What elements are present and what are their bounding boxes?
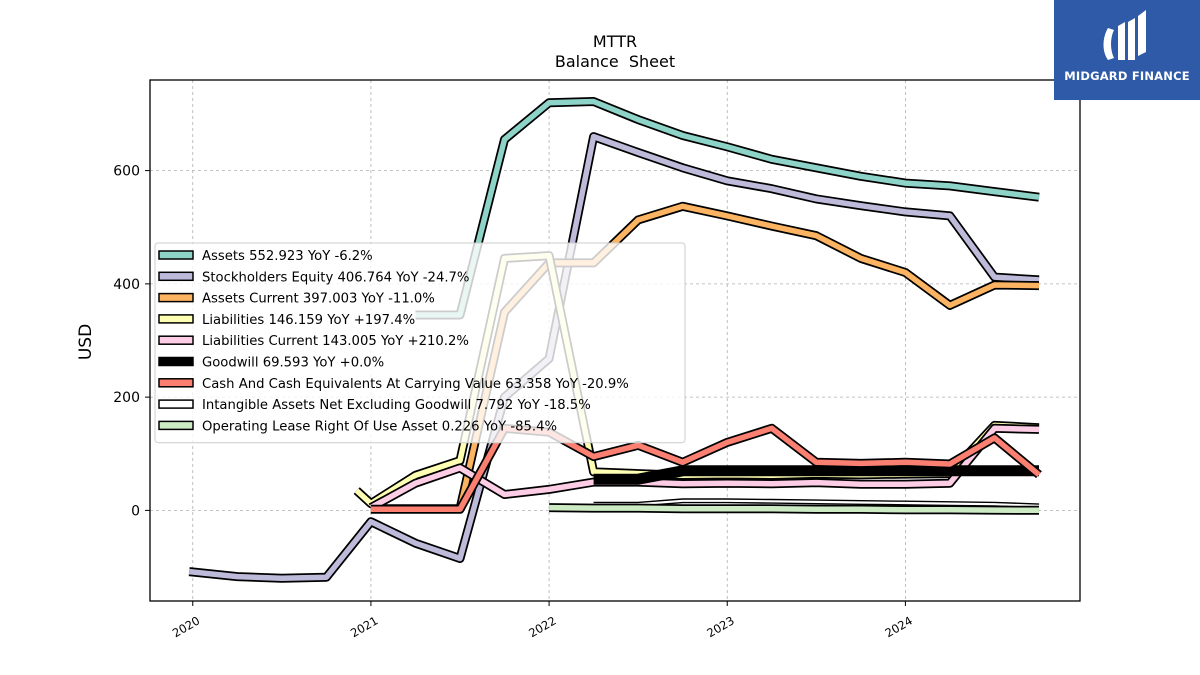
series-goodwill (593, 465, 1039, 485)
series-intangible-assets-net-excluding-goodwill (593, 498, 1040, 509)
series-line (593, 499, 1040, 507)
legend-swatch (158, 378, 194, 388)
legend-item: Goodwill 69.593 YoY +0.0% (158, 356, 384, 371)
legend-swatch (158, 356, 194, 367)
legend-swatch (158, 399, 194, 409)
legend-item: Assets 552.923 YoY -6.2% (158, 249, 373, 264)
y-axis-label: USD (76, 324, 96, 360)
legend-item: Operating Lease Right Of Use Asset 0.226… (158, 419, 557, 434)
legend-label: Stockholders Equity 406.764 YoY -24.7% (202, 270, 469, 285)
series-liabilities-current (368, 423, 1040, 512)
legend-item: Assets Current 397.003 YoY -11.0% (158, 292, 435, 307)
series-lines (188, 97, 1042, 583)
legend-swatch (158, 271, 194, 282)
midgard-finance-logo: MIDGARD FINANCE (1054, 0, 1200, 100)
chart-subtitle: Balance Sheet (555, 52, 675, 71)
series-line (549, 504, 1040, 514)
plot-frame (149, 79, 1081, 602)
series-line (188, 133, 1040, 582)
legend-label: Liabilities 146.159 YoY +197.4% (202, 313, 415, 328)
series-cash-and-cash-equivalents-at-carrying-value (370, 423, 1042, 514)
legend-item: Stockholders Equity 406.764 YoY -24.7% (158, 270, 469, 285)
x-tick-label: 2023 (704, 613, 736, 640)
legend-label: Goodwill 69.593 YoY +0.0% (202, 356, 384, 371)
legend-label: Intangible Assets Net Excluding Goodwill… (202, 398, 591, 413)
legend-swatch (158, 250, 194, 260)
x-tick-label: 2022 (526, 613, 558, 640)
y-tick-label: 0 (131, 503, 140, 519)
series-line (593, 465, 1039, 485)
axes: 0 200 400 600 2020 2021 2022 2023 2024 (113, 164, 915, 641)
legend-label: Cash And Cash Equivalents At Carrying Va… (202, 377, 629, 392)
legend-box (154, 242, 686, 444)
series-operating-lease-right-of-use-asset (549, 503, 1040, 515)
legend-label: Assets Current 397.003 YoY -11.0% (202, 292, 435, 307)
series-stockholders-equity (188, 132, 1040, 583)
logo-mark-icon (1103, 10, 1146, 60)
x-tick-label: 2024 (883, 613, 915, 640)
y-tick-label: 200 (113, 390, 140, 406)
x-tick-label: 2021 (348, 613, 380, 640)
logo-text: MIDGARD FINANCE (1064, 69, 1190, 83)
legend-item: Liabilities 146.159 YoY +197.4% (158, 313, 415, 328)
series-assets (415, 97, 1040, 320)
y-tick-label: 400 (113, 277, 140, 293)
legend-item: Cash And Cash Equivalents At Carrying Va… (158, 377, 629, 392)
legend: Assets 552.923 YoY -6.2% Stockholders Equ… (154, 242, 686, 444)
legend-item: Intangible Assets Net Excluding Goodwill… (158, 398, 591, 413)
series-line (370, 425, 1041, 513)
legend-label: Liabilities Current 143.005 YoY +210.2% (202, 334, 469, 349)
legend-swatch (158, 335, 194, 345)
legend-item: Liabilities Current 143.005 YoY +210.2% (158, 334, 469, 349)
series-line (415, 98, 1040, 318)
legend-swatch (158, 420, 194, 431)
x-tick-label: 2020 (170, 613, 202, 640)
y-tick-label: 600 (113, 164, 140, 180)
chart-title: MTTR (593, 32, 637, 51)
legend-swatch (158, 314, 194, 324)
legend-label: Operating Lease Right Of Use Asset 0.226… (202, 419, 557, 434)
legend-swatch (158, 292, 194, 303)
legend-label: Assets 552.923 YoY -6.2% (202, 249, 373, 264)
series-line (369, 425, 1040, 511)
